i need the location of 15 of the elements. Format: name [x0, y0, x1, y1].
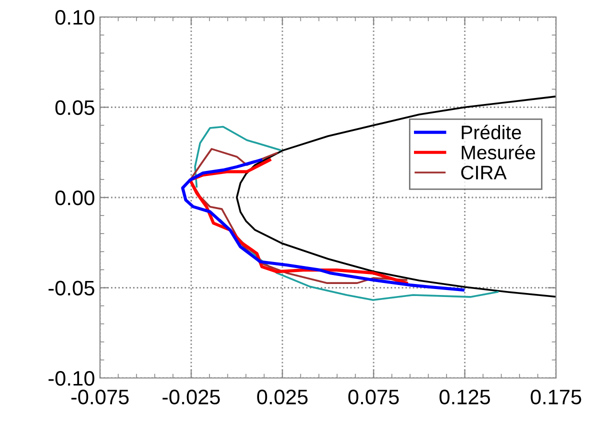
y-tick-label: 0.10	[55, 10, 94, 25]
x-tick-label: 0.025	[257, 390, 308, 404]
x-tick-label: -0.075	[71, 390, 129, 404]
x-tick-label: -0.025	[162, 390, 220, 404]
x-tick-label: 0.175	[530, 390, 582, 404]
y-tick-label: 0.00	[55, 190, 94, 206]
legend-label: CIRA	[461, 166, 507, 180]
y-tick-label: 0.05	[55, 100, 94, 116]
legend-label: Mesurée	[462, 144, 536, 160]
y-tick-label: -0.05	[48, 280, 94, 296]
x-tick-label: 0.125	[440, 390, 490, 404]
legend-label: Prédite	[462, 124, 521, 140]
line-series	[236, 96, 556, 298]
x-tick-label: 0.075	[348, 390, 399, 404]
y-tick-label: -0.10	[48, 371, 94, 386]
